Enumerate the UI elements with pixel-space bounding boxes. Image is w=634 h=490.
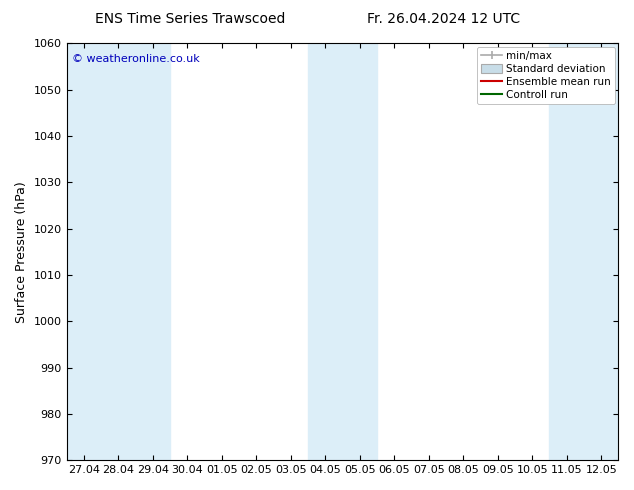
Text: © weatheronline.co.uk: © weatheronline.co.uk	[72, 54, 200, 64]
Bar	[136, 44, 170, 460]
Bar	[67, 44, 136, 460]
Legend: min/max, Standard deviation, Ensemble mean run, Controll run: min/max, Standard deviation, Ensemble me…	[477, 47, 616, 104]
Text: Fr. 26.04.2024 12 UTC: Fr. 26.04.2024 12 UTC	[367, 12, 521, 26]
Bar	[550, 44, 619, 460]
Y-axis label: Surface Pressure (hPa): Surface Pressure (hPa)	[15, 181, 28, 323]
Bar	[308, 44, 377, 460]
Text: ENS Time Series Trawscoed: ENS Time Series Trawscoed	[95, 12, 285, 26]
